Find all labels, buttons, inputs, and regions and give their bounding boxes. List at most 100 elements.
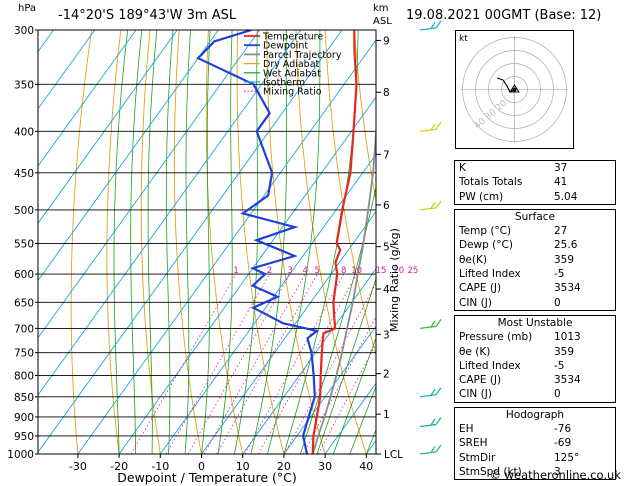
asl-unit-label: ASL	[373, 16, 392, 27]
surface-row: CIN (J) 0	[459, 296, 561, 309]
temperature-tick-label: -30	[69, 460, 87, 473]
isotherm	[38, 30, 137, 167]
legend-entry: Dry Adiabat	[263, 59, 320, 70]
surface-title: Surface	[514, 210, 555, 223]
km-tick-label: 7	[383, 149, 390, 161]
temperature-tick-label: 40	[359, 460, 373, 473]
mixing-ratio-line	[130, 273, 237, 454]
surface-row: Dewp (°C) 25.6	[459, 239, 578, 252]
legend-entry: Mixing Ratio	[263, 87, 322, 98]
km-tick-label: 8	[383, 87, 390, 99]
isotherm	[242, 268, 376, 454]
km-tick-label: 5	[383, 242, 390, 254]
temperature-tick-label: 30	[318, 460, 332, 473]
surface-box: Surface Temp (°C) 27 Dewp (°C) 25.6 θe(K) 3…	[454, 208, 616, 311]
wet-adiabat	[201, 30, 211, 454]
dry-adiabat	[173, 30, 202, 454]
legend-entry: Dewpoint	[263, 41, 308, 52]
hodo-row: StmDir 125°	[459, 451, 580, 464]
km-tick-label: 6	[383, 200, 390, 212]
wet-adiabat	[113, 30, 129, 454]
pressure-tick-label: 1000	[7, 449, 34, 461]
legend-entry: Temperature	[262, 32, 323, 43]
wind-barb	[419, 200, 442, 211]
mixing-ratio-label: 3	[287, 266, 292, 276]
pressure-tick-label: 650	[14, 297, 34, 309]
mixing-ratio-line	[187, 273, 291, 454]
wind-barb	[419, 444, 442, 455]
mixing-ratio-label: 2	[267, 266, 272, 276]
mixing-ratio-label: 20	[393, 266, 404, 276]
pressure-tick-label: 800	[14, 370, 34, 382]
mixing-ratio-label: 4	[303, 266, 308, 276]
mixing-ratio-label: 10	[351, 266, 362, 276]
wet-adiabat	[332, 336, 376, 454]
parcel-trajectory-line	[311, 119, 376, 454]
wet-adiabat	[300, 185, 376, 454]
surface-row: θe(K) 359	[459, 253, 575, 266]
pressure-tick-label: 400	[14, 126, 34, 138]
dry-adiabat	[140, 30, 161, 454]
km-tick-label: 3	[383, 329, 390, 341]
isotherm	[77, 39, 376, 454]
dry-adiabat	[354, 30, 376, 203]
hodo-row: StmSpd (kt) 3	[459, 465, 561, 478]
mixing-ratio-line	[165, 273, 270, 454]
dry-adiabat	[70, 30, 93, 454]
isotherm	[38, 30, 178, 225]
km-tick-label: 9	[383, 35, 390, 47]
hpa-unit-label: hPa	[18, 3, 37, 14]
wet-adiabat	[267, 30, 321, 454]
km-tick-label: 1	[383, 409, 390, 421]
mu-row: CAPE (J) 3534	[459, 374, 581, 387]
wind-barb	[419, 387, 442, 398]
isotherm	[38, 30, 260, 339]
wet-adiabat	[316, 276, 376, 454]
datetime-title: 19.08.2021 00GMT (Base: 12)	[406, 8, 602, 23]
indices-panel: K 37 Totals Totals 41 PW (cm) 5.04 Surface …	[454, 156, 616, 481]
pressure-tick-label: 750	[14, 348, 34, 360]
temperature-tick-label: -10	[151, 460, 169, 473]
indices-box: K 37 Totals Totals 41 PW (cm) 5.04	[454, 160, 616, 205]
mixing-ratio-axis-label: Mixing Ratio (g/kg)	[388, 228, 401, 332]
most-unstable-box: Most Unstable Pressure (mb) 1013 θe (K) 35…	[454, 314, 616, 403]
pressure-tick-label: 500	[14, 205, 34, 217]
isotherm	[38, 30, 343, 453]
x-axis-label: Dewpoint / Temperature (°C)	[117, 470, 296, 485]
surface-row: CAPE (J) 3534	[459, 282, 581, 295]
pressure-tick-label: 600	[14, 269, 34, 281]
most-unstable-title: Most Unstable	[497, 316, 573, 329]
km-unit-label: km	[373, 3, 389, 14]
mu-row: θe (K) 359	[459, 345, 575, 358]
surface-row: Temp (°C) 27	[459, 225, 568, 238]
plot-frame	[37, 29, 377, 455]
wet-adiabat	[250, 30, 287, 454]
index-row: PW (cm) 5.04	[459, 190, 578, 203]
wind-barb	[419, 121, 442, 132]
legend-entry: Isotherm	[263, 78, 305, 89]
legend-entry: Wet Adiabat	[263, 68, 321, 79]
temperature-profile-line	[311, 30, 358, 454]
hodo-row: EH -76	[459, 423, 572, 436]
index-row: K 37	[459, 162, 568, 174]
temperature-tick-label: 20	[277, 460, 291, 473]
hodo-row: SREH -69	[459, 437, 572, 450]
wet-adiabat	[130, 30, 143, 454]
surface-row: Lifted Index -5	[459, 268, 565, 281]
hodograph-storm-marker	[509, 84, 520, 93]
mixing-ratio-label: 15	[376, 266, 387, 276]
pressure-tick-label: 450	[14, 168, 34, 180]
mixing-ratio-label: 25	[407, 266, 418, 276]
wind-barb	[419, 417, 442, 428]
wet-adiabat	[166, 30, 174, 454]
temperature-tick-label: -20	[110, 460, 128, 473]
wet-adiabat	[217, 30, 233, 454]
pressure-tick-label: 850	[14, 392, 34, 404]
isotherm	[38, 30, 96, 110]
wet-adiabat	[184, 30, 192, 454]
legend-entry: Parcel Trajectory	[263, 50, 342, 61]
hodograph-params-title: Hodograph	[505, 408, 565, 421]
mu-row: CIN (J) 0	[459, 388, 561, 401]
mixing-ratio-label: 8	[341, 266, 346, 276]
